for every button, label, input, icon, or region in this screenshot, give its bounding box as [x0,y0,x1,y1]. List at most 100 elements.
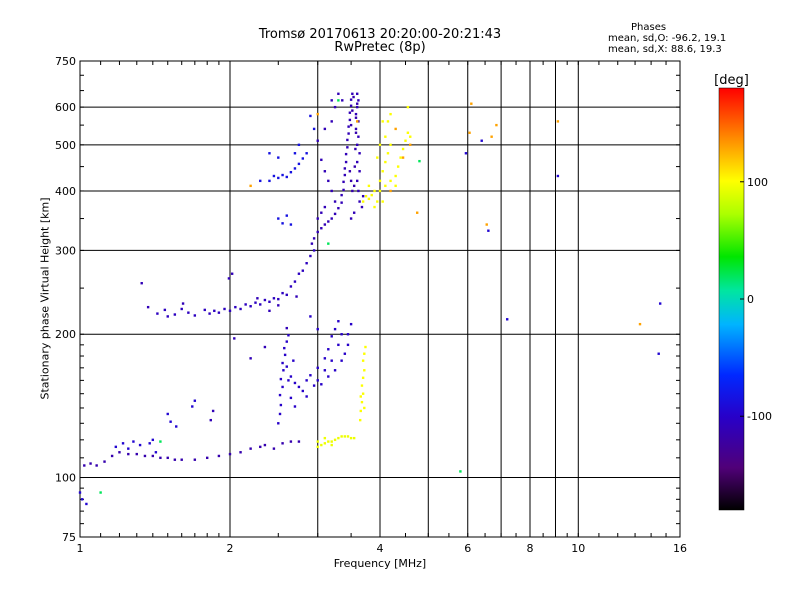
data-point [263,443,267,447]
data-point [355,105,359,109]
data-point [396,165,400,168]
data-point [361,392,365,395]
data-point [191,405,194,408]
data-point [110,454,114,458]
data-point [459,470,462,473]
data-point [349,98,353,101]
data-point [343,173,347,177]
data-point [409,135,412,138]
data-point [330,217,333,220]
data-point [310,242,314,245]
data-point [367,184,371,188]
data-point [239,451,242,454]
data-point [401,147,405,151]
data-point [297,385,301,389]
data-point [289,170,293,174]
data-point [227,277,231,280]
data-point [358,200,361,203]
data-point [263,345,267,349]
data-point [376,200,379,203]
data-point [352,436,356,440]
data-point [316,112,319,116]
phases-stats-o: mean, sd,O: -96.2, 19.1 [608,33,727,44]
data-point [355,179,359,183]
data-point [169,420,172,423]
data-point [193,314,197,317]
data-point [323,357,327,360]
data-point [347,132,350,135]
data-point [323,369,327,372]
data-point [363,369,366,372]
data-point [349,322,353,326]
data-point [487,229,490,232]
data-point [312,249,316,252]
data-point [415,211,419,214]
data-point [230,272,234,275]
data-point [363,352,366,355]
data-point [305,379,308,382]
data-point [213,309,216,313]
data-point [352,184,356,188]
data-point [330,443,333,447]
x-tick-label: 8 [527,542,534,555]
data-point [316,366,319,370]
data-point [330,335,333,338]
data-point [99,491,102,494]
data-point [333,327,337,331]
x-tick-label: 6 [464,542,471,555]
data-point [357,135,360,138]
data-point [351,189,354,193]
data-point [344,152,348,156]
data-point [348,111,352,114]
data-point [330,120,333,123]
data-point [370,193,373,197]
data-point [330,359,333,362]
data-point [316,139,319,142]
data-point [384,160,387,164]
colorbar [718,87,745,511]
data-point [305,262,308,265]
data-point [340,201,343,204]
data-point [337,320,340,323]
data-point [80,498,84,501]
data-point [394,127,397,131]
data-point [175,425,178,428]
data-point [316,445,319,449]
data-point [309,374,312,377]
data-point [277,304,280,307]
data-point [381,120,384,123]
data-point [316,440,319,443]
data-point [355,92,359,95]
data-point [418,159,421,163]
data-point [277,156,280,159]
data-point [285,340,288,343]
data-point [127,452,130,456]
data-point [140,282,143,285]
data-point [297,162,301,166]
data-point [309,114,312,118]
data-point [244,303,247,306]
phases-stats-header: Phases [631,22,667,33]
data-point [386,120,390,123]
data-point [355,120,359,123]
data-point [234,305,237,309]
data-point [289,223,293,226]
data-point [166,412,169,416]
data-point [211,409,215,413]
data-point [287,379,290,382]
data-point [409,143,412,147]
data-point [293,167,297,170]
data-point [389,189,392,193]
data-point [505,318,509,321]
data-point [135,452,138,456]
data-point [259,179,262,183]
data-point [373,205,376,209]
data-point [354,127,358,131]
chart-title: Tromsø 20170613 20:20:00-20:21:43 [258,27,502,42]
data-point [316,327,319,331]
data-point [293,152,297,155]
data-point [468,131,471,134]
x-tick-label: 4 [377,542,384,555]
data-point [381,200,384,203]
data-point [205,456,209,460]
